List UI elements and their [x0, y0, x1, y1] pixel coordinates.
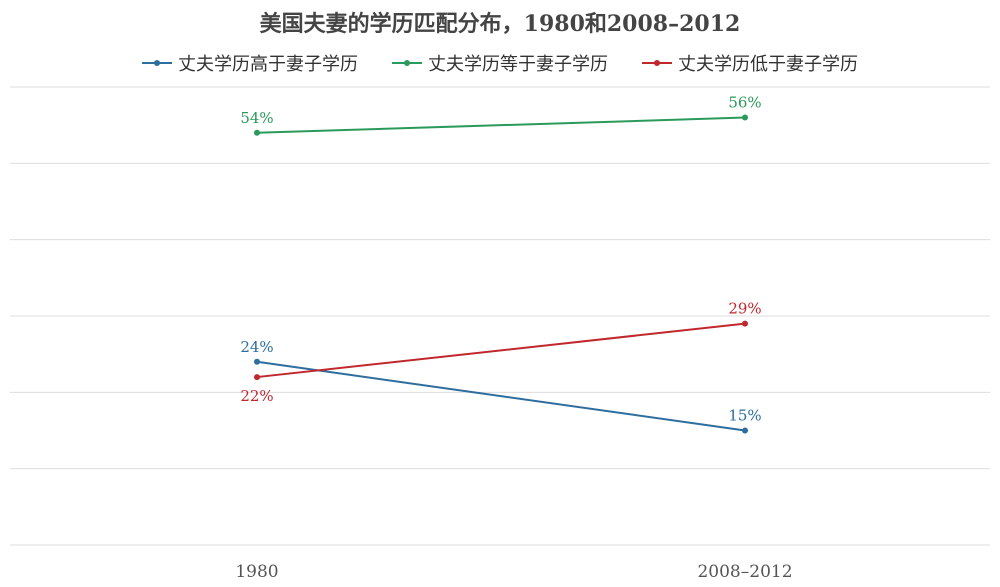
legend-label-lower: 丈夫学历低于妻子学历 [678, 54, 858, 75]
x-tick-label: 1980 [235, 562, 278, 582]
data-label-higher: 24% [240, 338, 273, 356]
data-point-lower [742, 320, 748, 327]
data-label-lower: 29% [728, 300, 761, 318]
legend-swatch-lower [642, 57, 672, 69]
data-point-lower [254, 374, 260, 381]
data-point-equal [742, 114, 748, 121]
chart-title: 美国夫妻的学历匹配分布，1980和2008–2012 [259, 11, 741, 37]
legend-label-higher: 丈夫学历高于妻子学历 [178, 54, 358, 75]
legend-item-lower: 丈夫学历低于妻子学历 [642, 50, 858, 76]
legend-item-equal: 丈夫学历等于妻子学历 [392, 50, 608, 76]
data-point-equal [254, 129, 260, 136]
legend: 丈夫学历高于妻子学历 丈夫学历等于妻子学历 丈夫学历低于妻子学历 [0, 50, 1000, 76]
series-lines: 24% 15% 54% 56% 22% 29% [240, 94, 762, 434]
x-axis-ticks: 1980 2008–2012 [235, 562, 792, 582]
legend-item-higher: 丈夫学历高于妻子学历 [142, 50, 358, 76]
series-line-lower [256, 322, 746, 379]
data-point-higher [742, 427, 748, 434]
data-label-equal: 56% [728, 94, 761, 112]
data-label-higher: 15% [728, 407, 761, 425]
data-label-equal: 54% [240, 109, 273, 127]
legend-label-equal: 丈夫学历等于妻子学历 [428, 54, 608, 75]
series-line-higher [256, 360, 746, 432]
gridlines [10, 86, 990, 546]
legend-swatch-equal [392, 57, 422, 69]
series-line-equal [256, 116, 746, 134]
data-label-lower: 22% [240, 387, 273, 405]
x-tick-label: 2008–2012 [697, 562, 792, 582]
legend-swatch-higher [142, 57, 172, 69]
data-point-higher [254, 358, 260, 365]
